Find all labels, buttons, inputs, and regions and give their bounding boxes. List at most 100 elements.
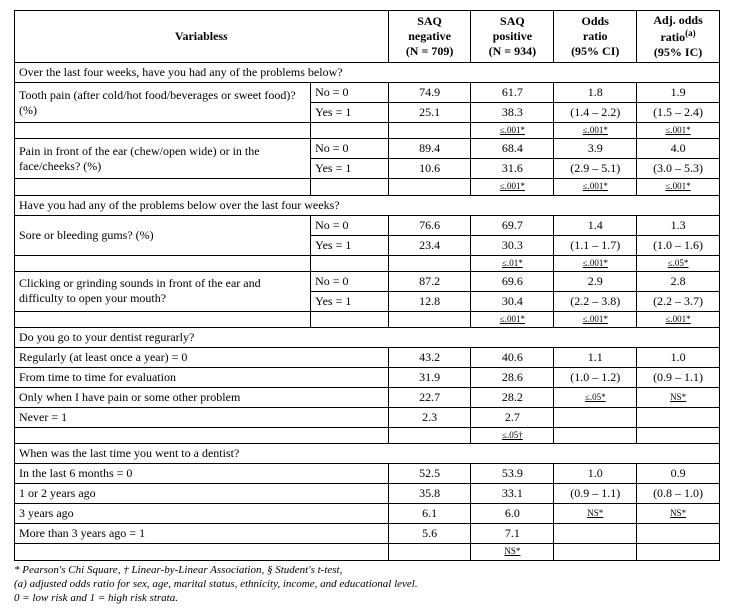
dentist-r4-pos: 2.7	[471, 408, 554, 428]
dentist-r2-neg: 31.9	[388, 368, 471, 388]
gums-no-or: 1.4	[554, 215, 637, 235]
dentist-r3: Only when I have pain or some other prob…	[15, 388, 720, 408]
ear-sig-aor: ≤.001*	[637, 179, 720, 195]
gums-yes-pos: 30.3	[471, 235, 554, 255]
tooth-yes-or: (1.4 – 2.2)	[554, 103, 637, 123]
header-aor: Adj. odds ratio(a) (95% IC)	[637, 11, 720, 63]
click-sig-row: ≤.001* ≤.001* ≤.001*	[15, 311, 720, 327]
ear-no-or: 3.9	[554, 139, 637, 159]
ear-yes-pos: 31.6	[471, 159, 554, 179]
tooth-sig-or: ≤.001*	[554, 123, 637, 139]
dentist-r3-aor: NS*	[637, 388, 720, 408]
footnote-2: (a) adjusted odds ratio for sex, age, ma…	[14, 577, 720, 591]
tooth-sig-or-val: ≤.001*	[583, 125, 608, 135]
gums-sig-aor-v: ≤.05*	[668, 258, 689, 268]
last-r2-pos: 33.1	[471, 484, 554, 504]
click-sig-aor-v: ≤.001*	[665, 314, 690, 324]
click-yes-aor: (2.2 – 3.7)	[637, 291, 720, 311]
h-or-1: Odds	[582, 14, 609, 28]
header-saq-pos: SAQ positive (N = 934)	[471, 11, 554, 63]
ear-sig-or: ≤.001*	[554, 179, 637, 195]
header-variables-text: Variables	[175, 29, 223, 43]
section-4: When was the last time you went to a den…	[15, 444, 720, 464]
tooth-no-neg: 74.9	[388, 83, 471, 103]
dentist-sig-b1	[15, 428, 389, 444]
last-r1: In the last 6 months = 0 52.5 53.9 1.0 0…	[15, 464, 720, 484]
tooth-yes-pos: 38.3	[471, 103, 554, 123]
dentist-sig-b4	[637, 428, 720, 444]
ear-yes-aor: (3.0 – 5.3)	[637, 159, 720, 179]
h-saq-pos-3: (N = 934)	[489, 44, 537, 58]
header-or: Odds ratio (95% CI)	[554, 11, 637, 63]
tooth-no-aor: 1.9	[637, 83, 720, 103]
click-no-aor: 2.8	[637, 271, 720, 291]
section-1: Over the last four weeks, have you had a…	[15, 63, 720, 83]
last-r1-or: 1.0	[554, 464, 637, 484]
h-saq-neg-1: SAQ	[417, 14, 442, 28]
dentist-r1-neg: 43.2	[388, 348, 471, 368]
ear-sig-pos: ≤.001*	[471, 179, 554, 195]
gums-sig-or: ≤.001*	[554, 255, 637, 271]
footnote-3: 0 = low risk and 1 = high risk strata.	[14, 591, 720, 605]
results-table: Variabless SAQ negative (N = 709) SAQ po…	[14, 10, 720, 561]
ear-sig-b1	[15, 179, 311, 195]
tooth-yes-neg: 25.1	[388, 103, 471, 123]
gums-yes-neg: 23.4	[388, 235, 471, 255]
last-r4-neg: 5.6	[388, 524, 471, 544]
last-r3-or: NS*	[554, 504, 637, 524]
ear-sig-aor-v: ≤.001*	[665, 181, 690, 191]
dentist-r4-aor	[637, 408, 720, 428]
click-yes-pos: 30.4	[471, 291, 554, 311]
ear-no-pos: 68.4	[471, 139, 554, 159]
last-sig-b2	[388, 544, 471, 560]
click-sig-or-v: ≤.001*	[583, 314, 608, 324]
h-or-2: ratio	[583, 29, 608, 43]
gums-yes-aor: (1.0 – 1.6)	[637, 235, 720, 255]
click-sig-aor: ≤.001*	[637, 311, 720, 327]
tooth-yes-aor: (1.5 – 2.4)	[637, 103, 720, 123]
click-sig-b2	[311, 311, 389, 327]
last-r2-label: 1 or 2 years ago	[15, 484, 389, 504]
h-or-3: (95% CI)	[571, 44, 619, 58]
gums-sig-b2	[311, 255, 389, 271]
dentist-r3-neg: 22.7	[388, 388, 471, 408]
click-no-or: 2.9	[554, 271, 637, 291]
last-r3-pos: 6.0	[471, 504, 554, 524]
click-sig-or: ≤.001*	[554, 311, 637, 327]
tooth-sig-blank2	[311, 123, 389, 139]
gums-label: Sore or bleeding gums? (%)	[15, 215, 311, 255]
click-sig-pos: ≤.001*	[471, 311, 554, 327]
tooth-sig-blank3	[388, 123, 471, 139]
last-sig-row: NS*	[15, 544, 720, 560]
ear-sig-b2	[311, 179, 389, 195]
last-sig-b4	[637, 544, 720, 560]
click-no-row: Clicking or grinding sounds in front of …	[15, 271, 720, 291]
dentist-r4: Never = 1 2.3 2.7	[15, 408, 720, 428]
last-r4-or	[554, 524, 637, 544]
tooth-yes: Yes = 1	[311, 103, 389, 123]
h-saq-pos-2: positive	[493, 29, 532, 43]
click-no-neg: 87.2	[388, 271, 471, 291]
gums-no-row: Sore or bleeding gums? (%) No = 0 76.6 6…	[15, 215, 720, 235]
ear-yes-or: (2.9 – 5.1)	[554, 159, 637, 179]
last-r3: 3 years ago 6.1 6.0 NS* NS*	[15, 504, 720, 524]
last-r1-neg: 52.5	[388, 464, 471, 484]
last-r3-neg: 6.1	[388, 504, 471, 524]
h-aor-2a: ratio	[660, 30, 685, 44]
dentist-r2-label: From time to time for evaluation	[15, 368, 389, 388]
gums-yes: Yes = 1	[311, 235, 389, 255]
ear-sig-or-v: ≤.001*	[583, 181, 608, 191]
h-saq-neg-3: (N = 709)	[406, 44, 454, 58]
last-r1-pos: 53.9	[471, 464, 554, 484]
dentist-r3-pos: 28.2	[471, 388, 554, 408]
footnote-1: * Pearson's Chi Square, † Linear-by-Line…	[14, 563, 720, 577]
gums-sig-b3	[388, 255, 471, 271]
dentist-sig-row: ≤.05†	[15, 428, 720, 444]
gums-sig-pos: ≤.01*	[471, 255, 554, 271]
dentist-sig-pos: ≤.05†	[471, 428, 554, 444]
gums-no-aor: 1.3	[637, 215, 720, 235]
click-sig-b3	[388, 311, 471, 327]
dentist-r2: From time to time for evaluation 31.9 28…	[15, 368, 720, 388]
dentist-r3-aor-v: NS*	[670, 392, 686, 402]
ear-label: Pain in front of the ear (chew/open wide…	[15, 139, 311, 179]
